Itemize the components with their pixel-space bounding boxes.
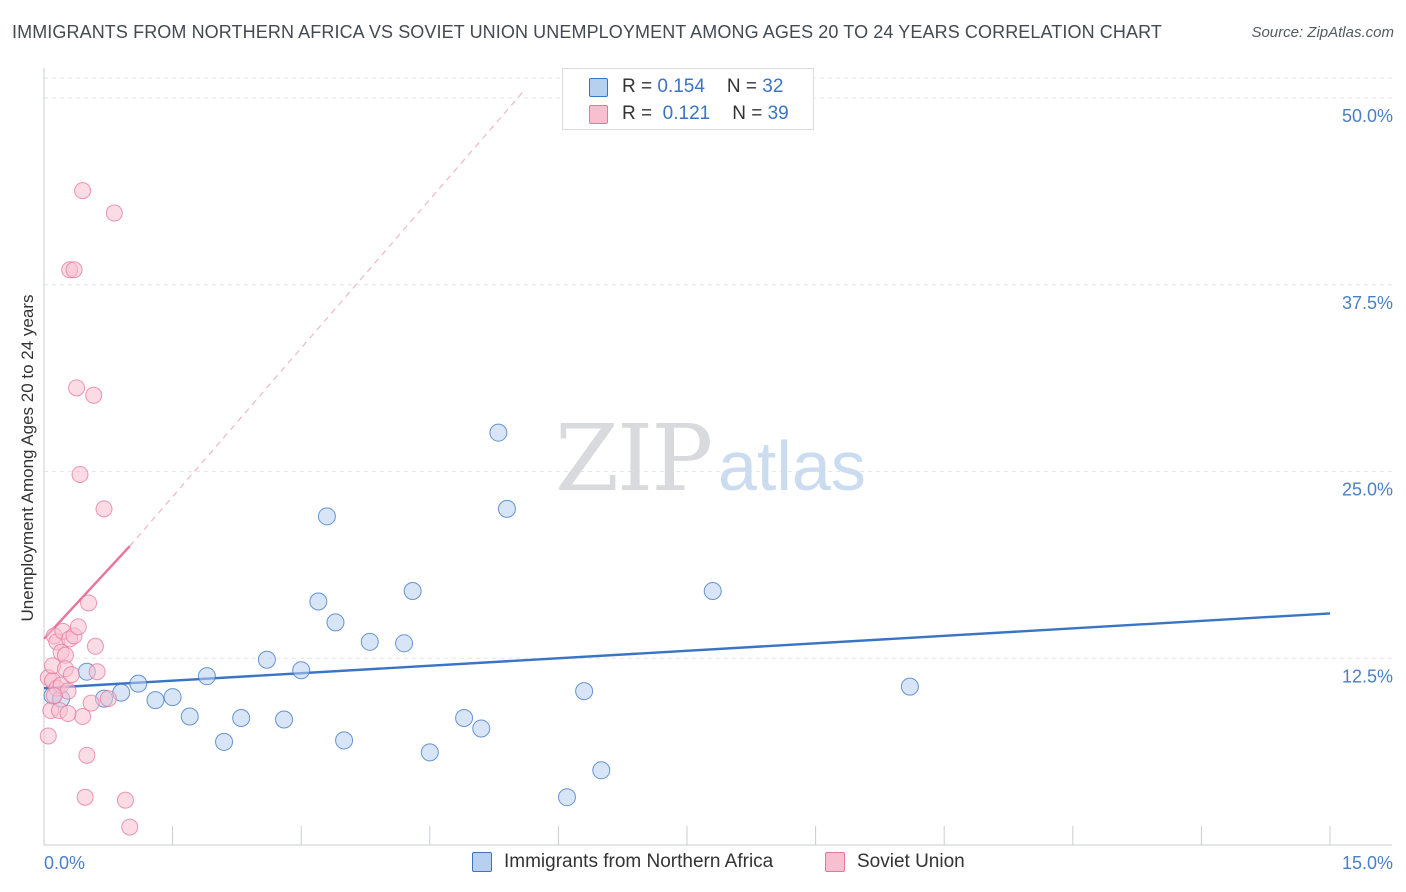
grid-lines [44,77,1392,659]
correlation-legend: R = 0.154 N = 32 R = 0.121 N = 39 [562,68,814,130]
legend-swatch-blue [589,77,608,97]
legend-row-pink: R = 0.121 N = 39 [589,102,789,126]
source-label: Source: ZipAtlas.com [1251,24,1394,41]
y-tick-label-2: 37.5% [1342,293,1393,313]
point-blue-10 [215,732,234,751]
trend-lines [43,90,1331,690]
bottom-legend-pink: Soviet Union [825,851,965,873]
chart-title: IMMIGRANTS FROM NORTHERN AFRICA VS SOVIE… [12,22,1162,42]
point-pink-22 [71,465,89,483]
point-pink-28 [82,694,100,712]
point-blue-14 [292,661,311,680]
point-blue-9 [197,667,216,686]
point-blue-31 [900,677,919,696]
point-blue-21 [403,582,422,601]
point-pink-29 [85,386,103,404]
legend-r-value-pink: 0.121 [657,103,711,124]
tick-labels: 12.5% 25.0% 37.5% 50.0% 0.0% 15.0% [44,106,1393,873]
point-blue-12 [257,650,276,669]
legend-n-label-pink: N = [732,103,768,124]
point-pink-26 [78,746,96,764]
legend-swatch-pink [825,852,845,872]
point-blue-17 [326,613,345,632]
point-pink-33 [99,690,117,708]
point-pink-30 [86,637,104,655]
point-pink-20 [68,379,86,397]
point-blue-30 [703,582,722,601]
legend-n-label-blue: N = [726,76,763,97]
legend-swatch-blue [472,852,492,872]
legend-label-pink: Soviet Union [857,851,965,872]
point-blue-6 [146,691,165,710]
legend-swatch-pink [589,104,608,124]
point-blue-13 [275,710,294,729]
x-tick-label-max: 15.0% [1342,853,1393,873]
point-blue-18 [335,731,354,750]
legend-row-blue: R = 0.154 N = 32 [589,75,783,99]
legend-r-value-blue: 0.154 [657,76,705,97]
point-blue-22 [420,743,439,762]
point-blue-25 [489,423,508,442]
legend-r-label-pink: R = [622,103,658,124]
point-blue-28 [575,682,594,701]
point-pink-19 [65,261,83,279]
y-tick-label-1: 25.0% [1342,480,1393,500]
point-blue-20 [395,634,414,653]
point-blue-26 [497,499,516,518]
point-blue-29 [592,761,611,780]
watermark: ZIP atlas [555,405,866,512]
point-pink-21 [69,618,87,636]
trend-line-pink [43,545,131,640]
watermark-atlas: atlas [718,427,866,505]
legend-n-value-pink: 39 [767,103,789,124]
bottom-legend-blue: Immigrants from Northern Africa [472,851,773,873]
point-blue-16 [317,507,336,526]
point-blue-11 [232,709,251,728]
point-blue-5 [129,674,148,693]
point-pink-17 [62,666,80,684]
point-blue-27 [557,788,576,807]
point-pink-34 [105,204,123,222]
point-blue-19 [360,632,379,651]
point-pink-37 [45,687,63,705]
trend-extension-pink [129,90,525,547]
point-blue-24 [472,719,491,738]
legend-label-blue: Immigrants from Northern Africa [504,851,774,872]
legend-n-value-blue: 32 [762,76,784,97]
trend-line-blue [43,612,1331,690]
point-pink-36 [121,818,139,836]
point-blue-23 [455,709,474,728]
watermark-zip: ZIP [555,405,711,512]
y-axis-label: Unemployment Among Ages 20 to 24 years [18,294,37,622]
point-pink-0 [39,727,57,745]
point-pink-35 [116,791,134,809]
point-pink-32 [95,500,113,518]
point-pink-25 [76,788,94,806]
point-pink-31 [88,663,106,681]
point-pink-23 [74,182,92,200]
y-tick-label-0: 12.5% [1342,666,1393,686]
point-blue-7 [163,688,182,707]
point-pink-27 [80,594,98,612]
data-points [39,182,919,836]
point-blue-8 [180,707,199,726]
point-blue-15 [309,592,328,611]
legend-r-label-blue: R = [622,76,658,97]
point-pink-38 [59,705,77,723]
y-tick-label-3: 50.0% [1342,106,1393,126]
x-tick-label-min: 0.0% [44,853,85,873]
